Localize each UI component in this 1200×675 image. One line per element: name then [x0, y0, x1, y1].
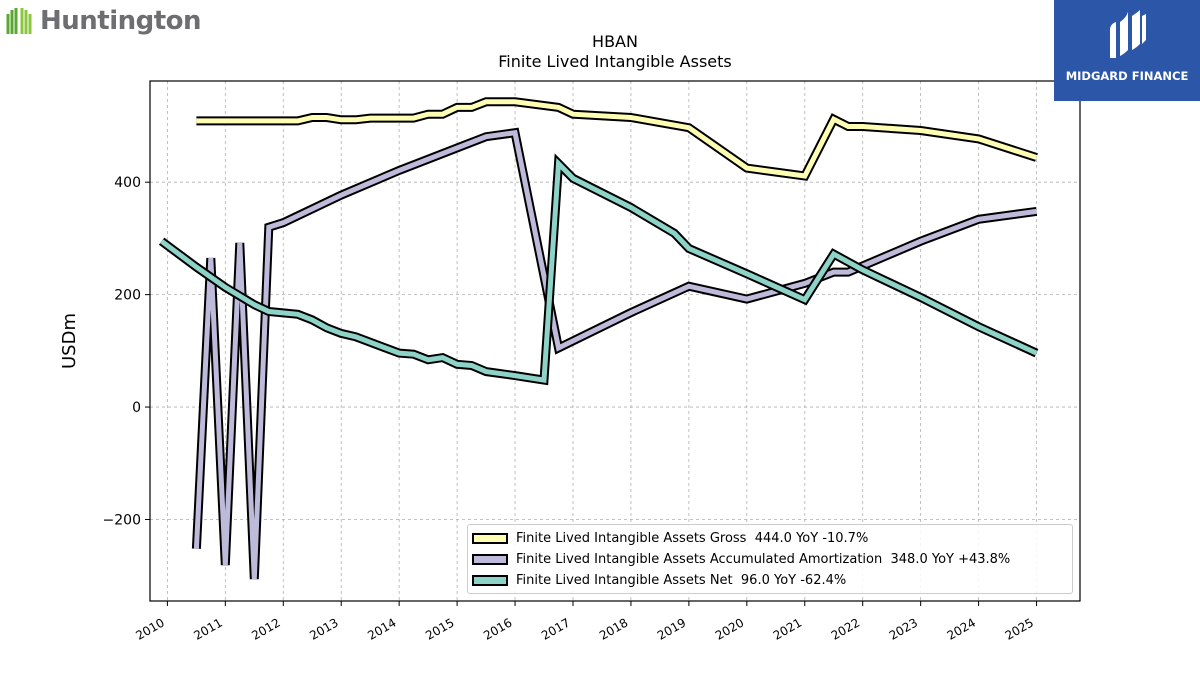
x-tick-label: 2016 [481, 615, 514, 642]
huntington-mark-icon [6, 8, 32, 34]
x-tick-label: 2011 [191, 615, 224, 642]
chart-subtitle: Finite Lived Intangible Assets [498, 52, 732, 71]
x-tick-label: 2015 [423, 615, 456, 642]
x-tick-label: 2013 [307, 615, 340, 642]
midgard-finance-logo: MIDGARD FINANCE [1054, 0, 1200, 101]
x-tick-label: 2014 [365, 615, 398, 642]
y-tick-label: 400 [114, 175, 141, 191]
x-tick-label: 2024 [945, 615, 978, 642]
series-line [196, 99, 1038, 179]
y-tick-label: −200 [103, 512, 141, 528]
huntington-logo: Huntington [4, 4, 202, 38]
chart-title: HBAN [592, 32, 638, 51]
plot-frame [149, 80, 1081, 602]
series-line-outline [158, 153, 1039, 386]
y-tick-label: 0 [132, 400, 141, 416]
series-net [158, 153, 1039, 386]
legend-label-net: Finite Lived Intangible Assets Net 96.0 … [516, 572, 847, 588]
series-accumulated-amortization [191, 127, 1038, 580]
legend-swatch-gross [472, 532, 508, 544]
grid-layer [150, 81, 1080, 601]
series-line-outline [196, 97, 1038, 181]
y-axis-label: USDm [59, 313, 80, 369]
x-tick-label: 2012 [249, 615, 282, 642]
legend-label-amortization: Finite Lived Intangible Assets Accumulat… [516, 551, 1011, 567]
x-tick-label: 2010 [133, 615, 166, 642]
x-tick-label: 2021 [771, 615, 804, 642]
x-tick-label: 2017 [539, 615, 572, 642]
legend-item-gross: Finite Lived Intangible Assets Gross 444… [472, 529, 868, 547]
series-line [193, 129, 1037, 580]
x-tick-label: 2025 [1003, 615, 1036, 642]
huntington-logo-text: Huntington [40, 6, 202, 36]
x-tick-label: 2020 [713, 615, 746, 642]
series-line [160, 157, 1038, 383]
series-gross [196, 97, 1038, 181]
series-layer [158, 97, 1039, 580]
legend-label-gross: Finite Lived Intangible Assets Gross 444… [516, 530, 869, 546]
midgard-logo-text: MIDGARD FINANCE [1065, 69, 1189, 83]
legend-item-amortization: Finite Lived Intangible Assets Accumulat… [472, 550, 1010, 568]
midgard-mark-icon [1110, 10, 1146, 58]
legend-item-net: Finite Lived Intangible Assets Net 96.0 … [472, 571, 846, 589]
x-tick-label: 2022 [829, 615, 862, 642]
chart-legend: Finite Lived Intangible Assets Gross 444… [467, 524, 1073, 594]
legend-swatch-net [472, 574, 508, 586]
x-tick-label: 2018 [597, 615, 630, 642]
legend-swatch-amortization [472, 553, 508, 565]
y-tick-label: 200 [114, 288, 141, 304]
x-tick-label: 2019 [655, 615, 688, 642]
x-tick-label: 2023 [887, 615, 920, 642]
